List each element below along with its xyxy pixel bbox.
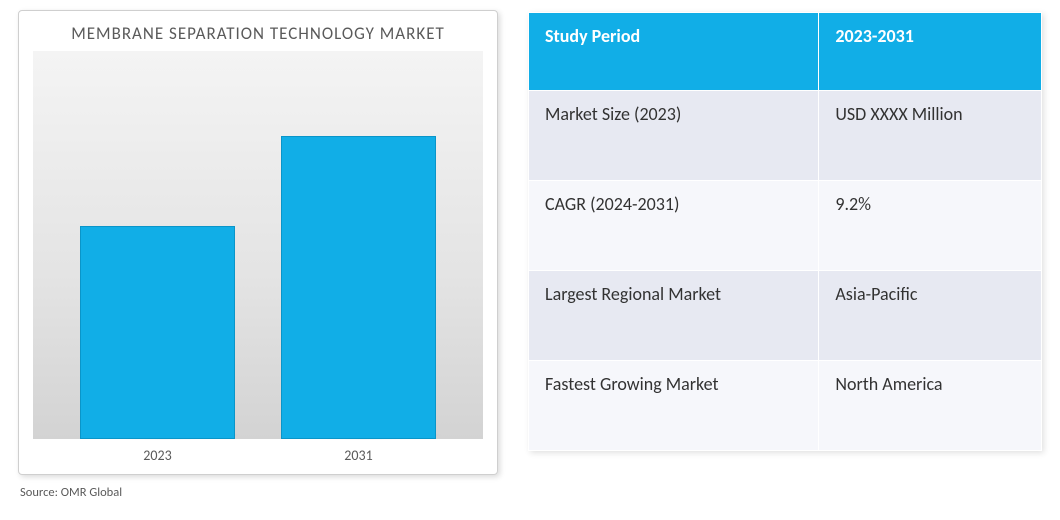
table-panel: Study Period 2023-2031 Market Size (2023…: [528, 10, 1042, 475]
header-label: Study Period: [529, 13, 819, 91]
row-value: North America: [819, 361, 1042, 451]
table-row: Largest Regional Market Asia-Pacific: [529, 271, 1042, 361]
info-table: Study Period 2023-2031 Market Size (2023…: [528, 12, 1042, 451]
bar-2023-wrap: [78, 51, 238, 439]
table-header-row: Study Period 2023-2031: [529, 13, 1042, 91]
row-value: 9.2%: [819, 181, 1042, 271]
bar-2023: [80, 226, 235, 439]
row-label: Market Size (2023): [529, 91, 819, 181]
table-row: Market Size (2023) USD XXXX Million: [529, 91, 1042, 181]
x-tick-0: 2023: [78, 447, 238, 464]
bar-2031: [281, 136, 436, 439]
chart-panel: MEMBRANE SEPARATION TECHNOLOGY MARKET: [18, 10, 498, 475]
bar-2031-wrap: [279, 51, 439, 439]
row-label: Largest Regional Market: [529, 271, 819, 361]
row-value: Asia-Pacific: [819, 271, 1042, 361]
bar-fill: [80, 226, 235, 439]
x-tick-1: 2031: [279, 447, 439, 464]
chart-plot-area: [33, 51, 483, 439]
table-row: Fastest Growing Market North America: [529, 361, 1042, 451]
source-label: Source: OMR Global: [20, 485, 1042, 500]
row-label: Fastest Growing Market: [529, 361, 819, 451]
chart-x-axis: 2023 2031: [19, 439, 497, 474]
row-value: USD XXXX Million: [819, 91, 1042, 181]
chart-bars: [33, 51, 483, 439]
main-container: MEMBRANE SEPARATION TECHNOLOGY MARKET: [18, 10, 1042, 475]
table-row: CAGR (2024-2031) 9.2%: [529, 181, 1042, 271]
header-value: 2023-2031: [819, 13, 1042, 91]
bar-fill: [281, 136, 436, 439]
row-label: CAGR (2024-2031): [529, 181, 819, 271]
chart-title: MEMBRANE SEPARATION TECHNOLOGY MARKET: [19, 11, 497, 51]
